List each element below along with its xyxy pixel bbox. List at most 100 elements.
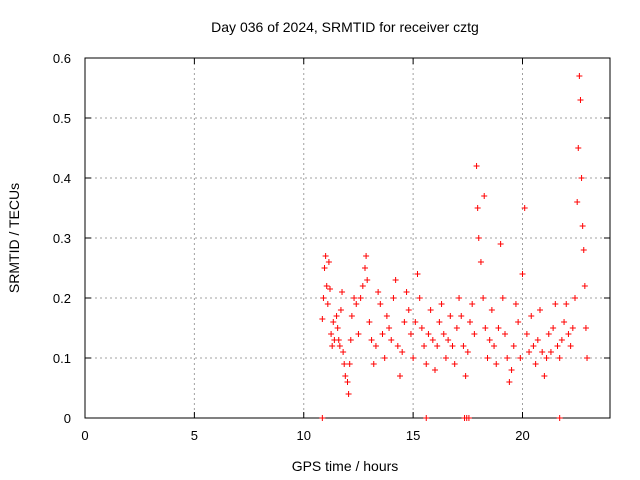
data-point <box>580 247 587 253</box>
data-point <box>495 325 502 331</box>
data-point <box>340 349 347 355</box>
data-point <box>319 316 326 322</box>
data-point <box>412 319 419 325</box>
data-point <box>576 73 583 79</box>
data-point <box>432 367 438 373</box>
data-point <box>368 337 375 343</box>
data-point <box>323 283 330 289</box>
data-point <box>572 295 578 301</box>
data-point <box>410 355 417 361</box>
data-point <box>370 361 377 367</box>
data-point <box>421 343 428 349</box>
data-point <box>547 349 554 355</box>
x-tick-label: 0 <box>81 428 88 443</box>
data-points <box>319 73 591 421</box>
data-point <box>449 343 456 349</box>
data-point <box>491 343 498 349</box>
data-point <box>418 325 425 331</box>
data-point <box>456 295 463 301</box>
data-point <box>563 301 570 307</box>
data-point <box>335 337 342 343</box>
data-point <box>512 301 519 307</box>
data-point <box>377 301 384 307</box>
data-point <box>405 307 412 313</box>
data-point <box>561 319 568 325</box>
data-point <box>517 355 524 361</box>
data-point <box>575 145 582 151</box>
data-point <box>375 289 382 295</box>
data-point <box>423 361 430 367</box>
chart-title: Day 036 of 2024, SRMTID for receiver czt… <box>211 19 479 35</box>
data-point <box>552 301 559 307</box>
data-point <box>464 349 471 355</box>
data-point <box>521 205 528 211</box>
data-point <box>477 259 484 265</box>
data-point <box>579 223 586 229</box>
data-point <box>541 373 548 379</box>
data-point <box>392 277 399 283</box>
data-point <box>582 325 589 331</box>
data-point <box>351 295 358 301</box>
x-tick-label: 20 <box>515 428 529 443</box>
data-point <box>467 319 473 325</box>
y-tick-label: 0 <box>64 411 71 426</box>
data-point <box>344 379 351 385</box>
data-point <box>510 343 517 349</box>
data-point <box>442 355 449 361</box>
data-point <box>519 271 526 277</box>
data-point <box>423 415 430 421</box>
data-point <box>345 391 352 397</box>
data-point <box>337 307 344 313</box>
data-point <box>366 319 373 325</box>
data-point <box>445 337 452 343</box>
data-point <box>320 295 327 301</box>
data-point <box>506 379 513 385</box>
data-point <box>348 313 355 319</box>
data-point <box>550 325 557 331</box>
data-point <box>401 319 408 325</box>
data-point <box>556 415 563 421</box>
axis-ticks <box>84 57 610 419</box>
data-point <box>447 313 454 319</box>
y-tick-label: 0.6 <box>53 51 71 66</box>
data-point <box>530 343 537 349</box>
data-point <box>321 265 328 271</box>
data-point <box>482 325 489 331</box>
data-point <box>526 349 533 355</box>
data-point <box>386 325 393 331</box>
data-point <box>471 331 478 337</box>
data-point <box>336 343 343 349</box>
data-point <box>545 331 552 337</box>
data-point <box>341 361 348 367</box>
data-point <box>460 343 467 349</box>
data-point <box>427 307 434 313</box>
data-point <box>481 193 488 199</box>
data-point <box>567 343 574 349</box>
data-point <box>528 313 535 319</box>
data-point <box>523 331 530 337</box>
data-point <box>388 337 395 343</box>
data-point <box>532 361 539 367</box>
y-tick-label: 0.1 <box>53 351 71 366</box>
data-point <box>330 319 337 325</box>
y-tick-label: 0.5 <box>53 111 71 126</box>
data-point <box>484 355 491 361</box>
data-point <box>363 253 370 259</box>
data-point <box>534 337 541 343</box>
data-point <box>558 337 565 343</box>
data-point <box>425 331 432 337</box>
data-point <box>480 295 487 301</box>
data-point <box>502 331 508 337</box>
y-tick-label: 0.2 <box>53 291 71 306</box>
data-point <box>329 343 336 349</box>
data-point <box>429 337 436 343</box>
data-point <box>399 349 406 355</box>
data-point <box>438 301 445 307</box>
data-point <box>324 301 331 307</box>
data-point <box>581 283 588 289</box>
data-point <box>475 235 482 241</box>
y-tick-labels: 0 0.1 0.2 0.3 0.4 0.5 0.6 <box>53 51 71 426</box>
data-point <box>465 415 472 421</box>
data-point <box>327 286 333 292</box>
data-point <box>347 337 354 343</box>
